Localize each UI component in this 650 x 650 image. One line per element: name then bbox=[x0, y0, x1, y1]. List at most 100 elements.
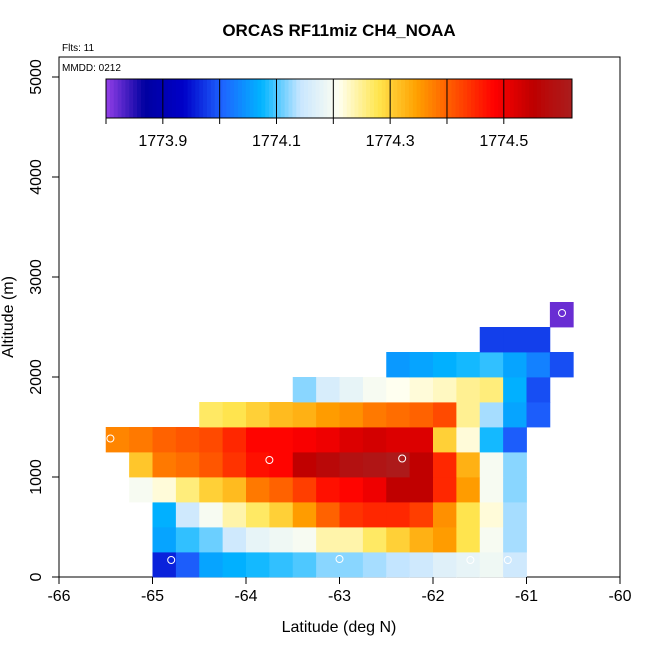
colorbar-segment bbox=[140, 79, 146, 118]
colorbar-tick-label: 1773.9 bbox=[138, 133, 187, 150]
colorbar-segment bbox=[474, 79, 480, 118]
colorbar-segment bbox=[408, 79, 414, 118]
heatmap-cell bbox=[386, 427, 411, 453]
y-tick-label: 4000 bbox=[28, 159, 45, 195]
sample-marker bbox=[167, 556, 176, 564]
heatmap-cell bbox=[433, 377, 457, 403]
heatmap-cell bbox=[316, 552, 340, 578]
heatmap-cell bbox=[339, 377, 364, 403]
colorbar-segment bbox=[230, 79, 235, 118]
colorbar-segment bbox=[463, 79, 468, 118]
chart-title: ORCAS RF11miz CH4_NOAA bbox=[222, 21, 455, 40]
y-tick-label: 2000 bbox=[28, 359, 45, 395]
heatmap-cell bbox=[503, 327, 527, 353]
heatmap-cell bbox=[362, 477, 387, 503]
heatmap-cell bbox=[456, 402, 481, 428]
x-tick-label: -64 bbox=[234, 588, 257, 605]
heatmap-cell bbox=[479, 352, 504, 378]
heatmap-cell bbox=[433, 502, 457, 528]
colorbar-segment bbox=[218, 79, 223, 118]
x-axis-label: Latitude (deg N) bbox=[282, 619, 397, 636]
colorbar-segment bbox=[203, 79, 208, 118]
colorbar-segment bbox=[366, 79, 371, 118]
colorbar-segment bbox=[276, 79, 282, 118]
heatmap-cells bbox=[105, 302, 574, 578]
colorbar-segment bbox=[443, 79, 449, 118]
colorbar-segment bbox=[222, 79, 227, 118]
heatmap-cell bbox=[316, 402, 340, 428]
heatmap-cell bbox=[362, 527, 387, 553]
heatmap-cell bbox=[129, 427, 153, 453]
colorbar-segment bbox=[401, 79, 406, 118]
colorbar-segment bbox=[342, 79, 348, 118]
colorbar-segment bbox=[106, 79, 111, 118]
heatmap-cell bbox=[246, 427, 270, 453]
colorbar-segment bbox=[346, 79, 352, 118]
heatmap-cell bbox=[479, 327, 504, 353]
y-tick-label: 0 bbox=[28, 572, 45, 581]
colorbar-segment bbox=[381, 79, 387, 118]
heatmap-cell bbox=[175, 502, 200, 528]
heatmap-cell bbox=[456, 352, 481, 378]
colorbar-segment bbox=[319, 79, 324, 118]
heatmap-cell bbox=[479, 402, 504, 428]
colorbar-segment bbox=[172, 79, 177, 118]
colorbar-segment bbox=[439, 79, 445, 118]
heatmap-cell bbox=[292, 452, 317, 478]
colorbar-segment bbox=[191, 79, 196, 118]
colorbar-tick-label: 1774.5 bbox=[479, 133, 528, 150]
colorbar-segment bbox=[117, 79, 123, 118]
colorbar-segment bbox=[148, 79, 154, 118]
heatmap-cell bbox=[339, 477, 364, 503]
colorbar-segment bbox=[296, 79, 301, 118]
heatmap-cell bbox=[152, 527, 177, 553]
y-axis-label: Altitude (m) bbox=[0, 276, 17, 358]
colorbar-segment bbox=[377, 79, 383, 118]
colorbar-segment bbox=[249, 79, 255, 118]
heatmap-cell bbox=[503, 552, 527, 578]
heatmap-cell bbox=[269, 452, 294, 478]
colorbar-segment bbox=[125, 79, 130, 118]
x-tick-label: -62 bbox=[421, 588, 444, 605]
colorbar-segment bbox=[389, 79, 394, 118]
colorbar-segment bbox=[272, 79, 278, 118]
heatmap-cell bbox=[199, 452, 224, 478]
heatmap-cell bbox=[175, 452, 200, 478]
colorbar-segment bbox=[428, 79, 433, 118]
heatmap-cell bbox=[339, 552, 364, 578]
heatmap-cell bbox=[503, 427, 527, 453]
colorbar-segment bbox=[436, 79, 441, 118]
heatmap-cell bbox=[479, 477, 504, 503]
colorbar-segment bbox=[315, 79, 321, 118]
heatmap-cell bbox=[456, 502, 481, 528]
heatmap-cell bbox=[246, 527, 270, 553]
colorbar-segment bbox=[311, 79, 317, 118]
heatmap-cell bbox=[409, 502, 434, 528]
heatmap-cell bbox=[362, 552, 387, 578]
heatmap-cell bbox=[152, 502, 177, 528]
heatmap-cell bbox=[222, 477, 247, 503]
heatmap-cell bbox=[199, 402, 224, 428]
colorbar-segment bbox=[521, 79, 526, 118]
heatmap-cell bbox=[456, 427, 481, 453]
heatmap-cell bbox=[269, 527, 294, 553]
heatmap-cell bbox=[433, 352, 457, 378]
colorbar-segment bbox=[540, 79, 546, 118]
heatmap-cell bbox=[222, 552, 247, 578]
heatmap-cell bbox=[409, 377, 434, 403]
colorbar-segment bbox=[327, 79, 332, 118]
heatmap-cell bbox=[316, 502, 340, 528]
colorbar-segment bbox=[137, 79, 142, 118]
heatmap-cell bbox=[292, 377, 317, 403]
heatmap-cell bbox=[386, 352, 411, 378]
colorbar-segment bbox=[199, 79, 204, 118]
colorbar-segment bbox=[121, 79, 126, 118]
heatmap-cell bbox=[269, 477, 294, 503]
heatmap-cell bbox=[199, 502, 224, 528]
heatmap-cell bbox=[479, 502, 504, 528]
heatmap-cell bbox=[222, 452, 247, 478]
heatmap-cell bbox=[503, 502, 527, 528]
heatmap-cell bbox=[409, 477, 434, 503]
heatmap-cell bbox=[152, 477, 177, 503]
heatmap-cell bbox=[222, 427, 247, 453]
